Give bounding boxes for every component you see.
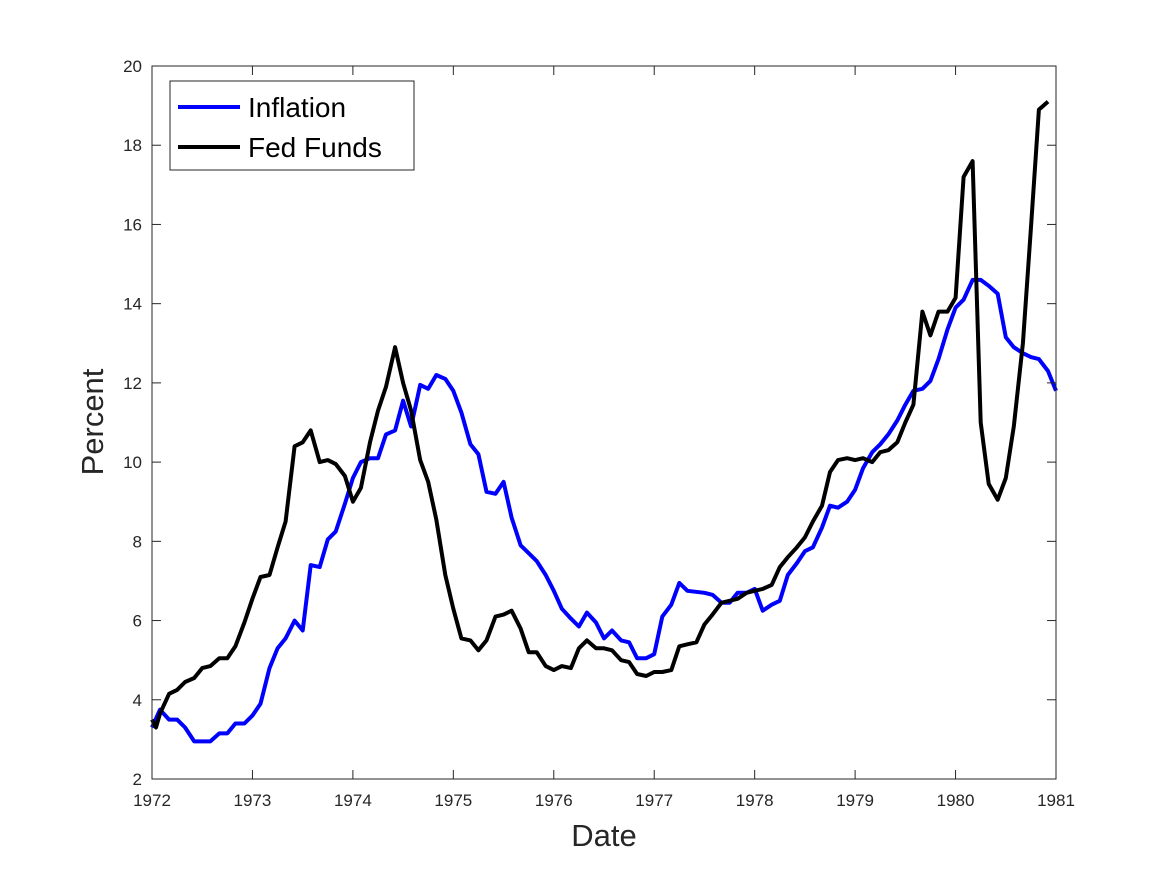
series-layer [150,100,1058,744]
y-tick-label: 18 [123,136,142,155]
y-axis-title: Percent [75,368,110,475]
x-tick-label: 1979 [836,791,874,810]
y-tick-label: 2 [133,770,142,789]
plot-area-frame [151,65,1057,780]
x-tick-label: 1974 [334,791,372,810]
inflation-line [150,277,1058,744]
x-axis-title: Date [571,818,636,853]
y-tick-label: 16 [123,215,142,234]
y-tick-label: 14 [123,295,142,314]
y-tick-label: 4 [133,691,142,710]
x-tick-label: 1975 [434,791,472,810]
tick-layer: 1972 1973 1974 1975 1976 1977 1978 1979 1980 1981… [123,57,1075,810]
x-tick-label: 1977 [635,791,673,810]
x-tick-label: 1980 [937,791,975,810]
y-tick-label: 12 [123,374,142,393]
x-tick-label: 1973 [234,791,272,810]
y-tick-label: 6 [133,612,142,631]
x-tick-label: 1972 [133,791,171,810]
legend-label-fed-funds: Fed Funds [248,132,382,163]
fed-funds-line [150,100,1050,730]
y-tick-label: 8 [133,532,142,551]
legend: Inflation Fed Funds [169,80,415,171]
y-tick-label: 10 [123,453,142,472]
legend-label-inflation: Inflation [248,92,346,123]
x-tick-label: 1976 [535,791,573,810]
x-tick-label: 1978 [736,791,774,810]
x-tick-label: 1981 [1037,791,1075,810]
y-tick-label: 20 [123,57,142,76]
legend-box [169,80,415,171]
